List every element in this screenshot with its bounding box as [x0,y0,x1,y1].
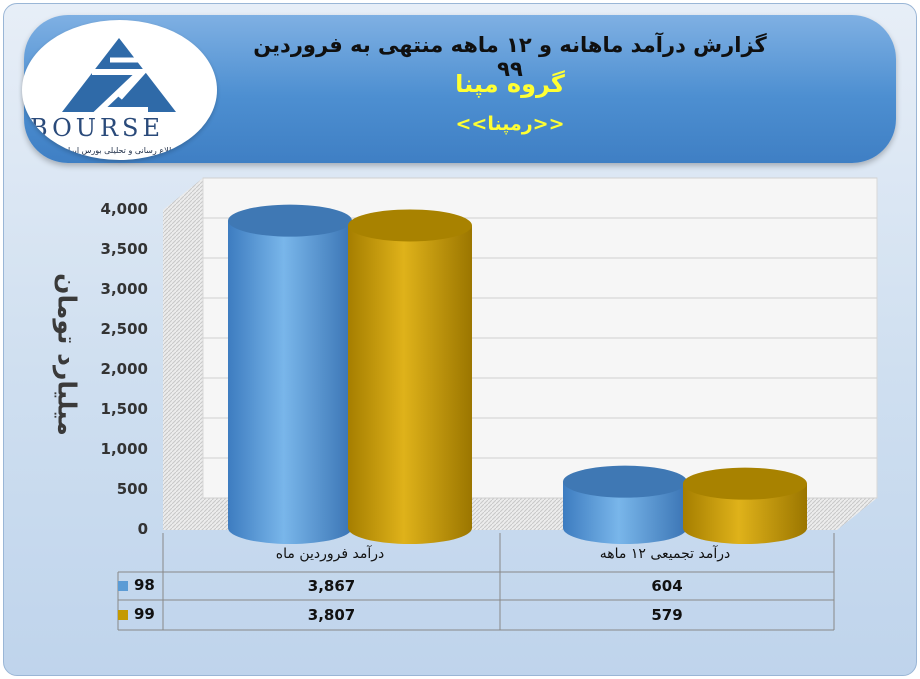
y-tick-label: 500 [116,480,148,498]
report-title: گزارش درآمد ماهانه و ۱۲ ماهه منتهی به فر… [253,33,767,81]
legend-swatch-99 [118,609,128,620]
legend-99: 99 [118,605,168,623]
legend-label-99: 99 [134,605,155,623]
legend-98: 98 [118,576,168,594]
table-cell-98-monthly: 3,867 [307,577,356,595]
bar-99-1 [683,467,807,544]
category-label-monthly: درآمد فروردین ماه [275,546,385,562]
y-tick-label: 3,500 [100,240,148,258]
category-label-12month: درآمد تجمیعی ۱۲ ماهه [599,546,731,562]
y-tick-label: 1,500 [100,400,148,418]
y-tick-label: 2,500 [100,320,148,338]
y-tick-label: 3,000 [100,280,148,298]
table-cell-99-monthly: 3,807 [307,606,356,624]
ticker-symbol: <<رمپنا>> [455,113,565,135]
bar-99-0 [348,209,472,544]
logo-subtitle: پایگاه اطلاع رسانی و تحلیلی بورس ایران [62,146,198,155]
bar-98-1 [563,465,687,544]
legend-swatch-98 [118,580,128,591]
logo-text: BOURSE [30,114,165,142]
bourse-logo: BOURSE پایگاه اطلاع رسانی و تحلیلی بورس … [22,20,217,160]
bar-98-0 [228,204,352,544]
company-name: گروه مپنا [455,70,565,98]
bars [228,204,807,544]
chart-side-wall [163,178,203,530]
table-cell-99-12month: 579 [651,606,683,624]
y-tick-label: 1,000 [100,440,148,458]
table-cell-98-12month: 604 [651,577,683,595]
y-tick-label: 2,000 [100,360,148,378]
y-tick-label: 0 [137,520,148,538]
legend-label-98: 98 [134,576,155,594]
data-table-grid [117,533,835,631]
logo-mark-icon [62,38,176,113]
y-tick-label: 4,000 [100,200,148,218]
